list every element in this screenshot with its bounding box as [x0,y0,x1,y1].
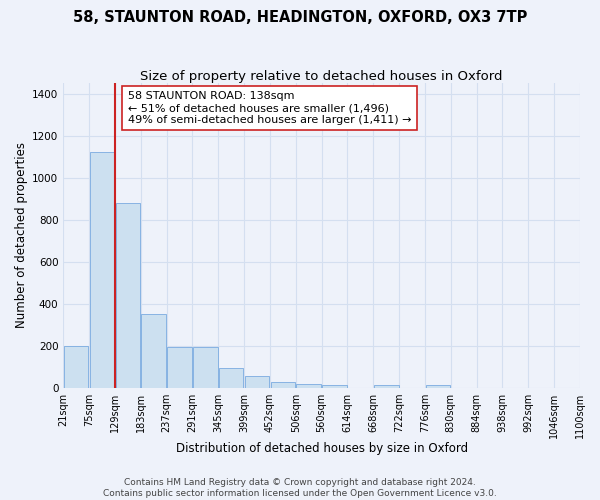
Bar [167,346,192,388]
Bar [116,203,140,388]
Bar [425,384,450,388]
Bar [142,314,166,388]
Y-axis label: Number of detached properties: Number of detached properties [15,142,28,328]
Title: Size of property relative to detached houses in Oxford: Size of property relative to detached ho… [140,70,503,83]
Text: 58 STAUNTON ROAD: 138sqm
← 51% of detached houses are smaller (1,496)
49% of sem: 58 STAUNTON ROAD: 138sqm ← 51% of detach… [128,92,412,124]
Bar [219,368,244,388]
Bar [193,346,218,388]
X-axis label: Distribution of detached houses by size in Oxford: Distribution of detached houses by size … [176,442,468,455]
Text: Contains HM Land Registry data © Crown copyright and database right 2024.
Contai: Contains HM Land Registry data © Crown c… [103,478,497,498]
Bar [64,346,88,388]
Text: 58, STAUNTON ROAD, HEADINGTON, OXFORD, OX3 7TP: 58, STAUNTON ROAD, HEADINGTON, OXFORD, O… [73,10,527,25]
Bar [245,376,269,388]
Bar [271,382,295,388]
Bar [374,384,398,388]
Bar [322,384,347,388]
Bar [296,384,321,388]
Bar [90,152,115,388]
